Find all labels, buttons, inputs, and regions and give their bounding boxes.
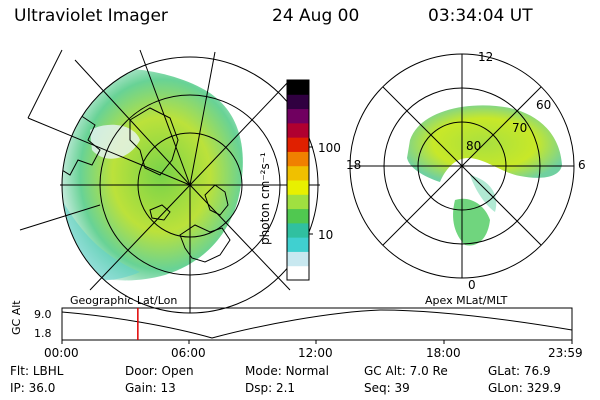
timeline-xtick-0000: 00:00 [44,346,79,360]
info-glon: GLon: 329.9 [488,381,561,395]
mlt-label-18: 18 [346,158,362,172]
mlat-label-80: 80 [466,139,482,153]
colorbar-segment [287,151,309,167]
colorbar-segment [287,180,309,195]
date-label: 24 Aug 00 [272,6,360,26]
left-auroral-emission [62,68,243,281]
mlt-label-6: 6 [578,158,586,172]
colorbar-segment [287,122,309,138]
colorbar-segment [287,265,309,281]
colorbar-segment [287,94,309,110]
info-door: Door: Open [125,364,194,378]
coastline-iceland [149,204,171,221]
colorbar-segment [287,137,309,152]
colorbar-segment [287,251,309,267]
timeline-xtick-1200: 12:00 [298,346,333,360]
info-gain: Gain: 13 [125,381,176,395]
instrument-title: Ultraviolet Imager [14,6,168,26]
coastline-canada [62,114,101,176]
left-white-patch [90,124,140,159]
timeline-ytick-1-8: 1.8 [34,327,52,340]
colorbar-segment [287,222,309,238]
info-ip: IP: 36.0 [10,381,56,395]
geographic-panel-label: Geographic Lat/Lon [70,294,178,307]
info-seq: Seq: 39 [364,381,410,395]
time-label: 03:34:04 UT [428,6,533,26]
colorbar-segment [287,194,309,210]
timeline-xtick-0600: 06:00 [171,346,206,360]
colorbar-segment [287,80,309,95]
colorbar-segment [287,208,309,224]
mlat-label-70: 70 [512,121,528,135]
polar-grid [349,53,575,279]
coastline-greenland [129,107,179,176]
colorbar-segment [287,108,309,124]
info-glat: GLat: 76.9 [488,364,551,378]
info-gc-alt: GC Alt: 7.0 Re [364,364,448,378]
timeline-ytick-9: 9.0 [34,308,52,321]
info-dsp: Dsp: 2.1 [245,381,296,395]
info-mode: Mode: Normal [245,364,329,378]
geographic-grid [19,49,320,314]
timeline-ticks [61,340,573,344]
colorbar-unit-label: photon cm⁻²s⁻¹ [258,152,272,245]
apex-panel-label: Apex MLat/MLT [425,294,508,307]
colorbar-segment [287,165,309,181]
colorbar-segment [287,237,309,252]
polar-lower-patch [453,198,490,246]
coastline-europe [179,224,231,263]
colorbar-border [286,79,310,281]
timeline-xtick-1800: 18:00 [426,346,461,360]
colorbar [286,79,313,281]
info-flt: Flt: LBHL [10,364,64,378]
polar-fringe [470,175,497,212]
geographic-image [19,49,320,314]
timeline-xtick-2359: 23:59 [548,346,583,360]
polar-image [349,53,575,279]
colorbar-tick-10: 10 [318,228,334,242]
timeline-ylabel: GC Alt [10,300,23,335]
altitude-timeline [61,307,573,344]
altitude-curve [61,309,573,339]
mlt-label-0: 0 [468,278,476,292]
colorbar-tick-100: 100 [318,141,341,155]
mlt-label-12: 12 [478,50,494,64]
mlat-label-60: 60 [536,98,552,112]
